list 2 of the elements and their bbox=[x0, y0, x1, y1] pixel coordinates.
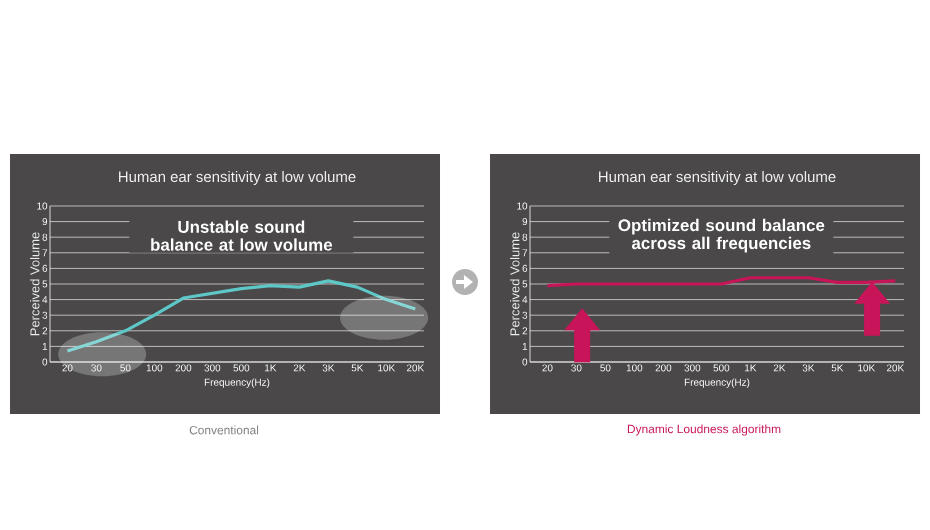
annotation: Unstable sound balance at low volume bbox=[151, 220, 333, 251]
annotation: Optimized sound balance across all frequencies bbox=[618, 218, 825, 253]
